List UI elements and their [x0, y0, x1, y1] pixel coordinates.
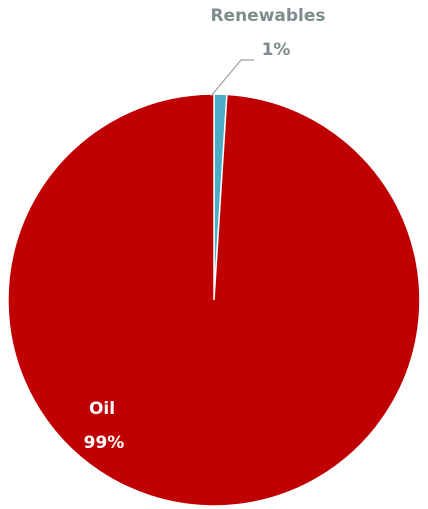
renewables-leader-line: [210, 59, 254, 97]
pie-slices: [7, 93, 421, 507]
oil-name-label: Oil: [89, 399, 115, 419]
pie-slice-oil: [7, 93, 421, 507]
renewables-name-label: Renewables: [210, 6, 325, 26]
oil-percent-label: 99%: [84, 433, 125, 453]
renewables-percent-label: 1%: [262, 40, 291, 60]
